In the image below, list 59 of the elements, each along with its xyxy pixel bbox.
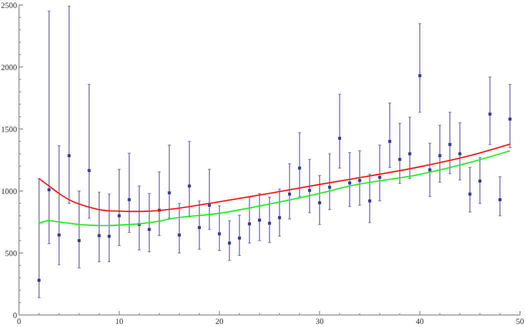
point [318, 201, 322, 204]
point [418, 74, 422, 78]
x-tick-label: 10 [115, 317, 124, 326]
point [258, 218, 261, 222]
point [448, 143, 452, 146]
point [368, 199, 372, 202]
y-tick-label: 1000 [1, 186, 17, 196]
point [48, 188, 51, 192]
point [468, 192, 472, 196]
point [278, 216, 282, 220]
point [498, 198, 502, 202]
point [248, 222, 251, 226]
point [58, 234, 61, 237]
point [458, 152, 462, 156]
x-tick-label: 40 [416, 317, 424, 326]
point [298, 166, 302, 170]
y-tick-label: 500 [5, 248, 17, 258]
point [168, 191, 171, 194]
point [438, 154, 442, 158]
point [98, 234, 101, 238]
point [508, 118, 512, 121]
line-series [38, 150, 511, 226]
point [78, 239, 81, 242]
point [218, 232, 221, 236]
point [338, 136, 342, 140]
point [288, 192, 292, 196]
point [358, 178, 362, 182]
line-series [38, 143, 511, 212]
point [398, 158, 402, 161]
point [228, 242, 231, 245]
y-tick-label: 1500 [1, 124, 17, 134]
point [408, 152, 412, 156]
point [38, 278, 41, 282]
point [238, 236, 241, 240]
point [388, 140, 392, 143]
point [148, 228, 151, 231]
x-tick-label: 30 [316, 317, 324, 326]
point [208, 204, 211, 207]
point [188, 184, 191, 188]
point [68, 154, 71, 158]
y-tick-label: 0 [13, 310, 17, 320]
point [308, 188, 312, 192]
point [88, 169, 91, 172]
point [118, 214, 121, 218]
point [268, 222, 271, 225]
x-tick-label: 50 [516, 317, 524, 326]
point [128, 198, 131, 202]
point [328, 186, 332, 189]
x-tick-label: 20 [215, 317, 224, 326]
point [178, 234, 181, 237]
point [198, 226, 201, 230]
point [348, 181, 352, 184]
y-tick-label: 2000 [1, 62, 17, 72]
point [378, 176, 382, 179]
y-tick-label: 2500 [1, 0, 17, 10]
point [108, 234, 111, 238]
point [478, 180, 482, 183]
point [488, 112, 492, 116]
point [428, 168, 432, 172]
